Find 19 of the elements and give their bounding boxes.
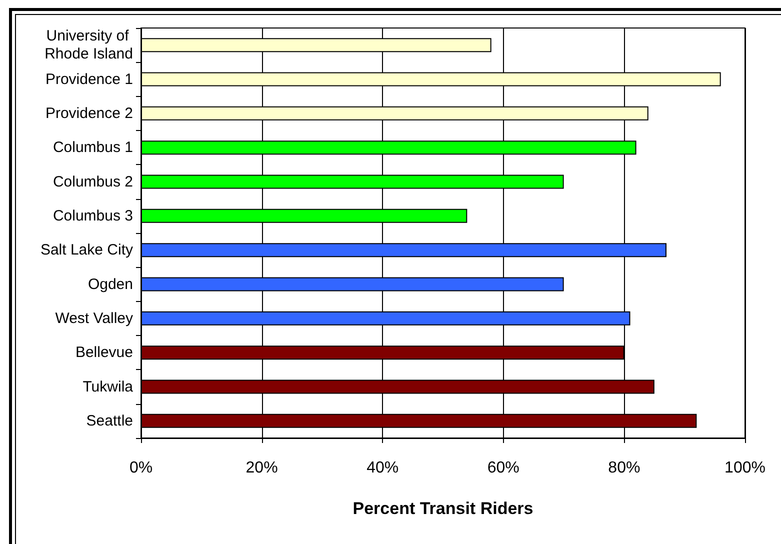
x-tick-label: 20%	[246, 460, 278, 476]
y-tick-label: Bellevue	[75, 344, 133, 362]
y-tick-label: Columbus 1	[52, 139, 133, 156]
x-tick-label: 40%	[366, 460, 399, 476]
y-tick-label: Seattle	[86, 412, 133, 430]
y-tick-label: Providence 1	[45, 70, 133, 88]
y-tick-label: Ogden	[88, 276, 133, 293]
y-tick-label: Tukwila	[82, 378, 134, 396]
x-tick-label: 0%	[129, 460, 153, 476]
y-tick-label: Columbus 3	[52, 207, 133, 224]
y-tick-label: West Valley	[55, 310, 134, 327]
x-axis-title: Percent Transit Riders	[352, 499, 534, 518]
x-tick-label: 80%	[608, 460, 640, 476]
y-tick-label: University of Rhode Island	[44, 28, 133, 63]
y-tick-label: Providence 2	[45, 104, 133, 122]
y-tick-label: Columbus 2	[52, 173, 133, 190]
x-tick-label: 60%	[487, 460, 520, 476]
y-tick-label: Salt Lake City	[40, 242, 134, 259]
x-tick-label: 100%	[724, 460, 766, 476]
